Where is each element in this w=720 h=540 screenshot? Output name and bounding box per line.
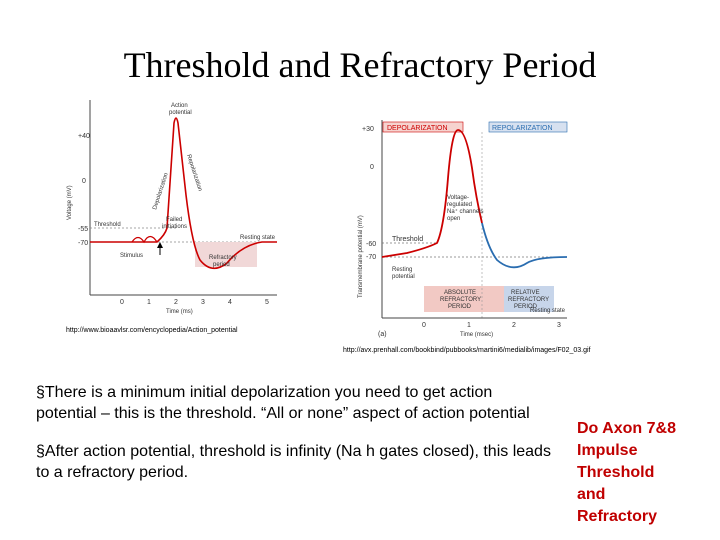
- right-x-tick: 3: [557, 322, 561, 329]
- right-resting-label: potential: [392, 274, 415, 280]
- left-x-tick: 2: [174, 299, 178, 306]
- right-x-tick: 1: [467, 322, 471, 329]
- left-x-tick: 0: [120, 299, 124, 306]
- bullet-item: §After action potential, threshold is in…: [36, 443, 551, 481]
- side-note: Do Axon 7&8 Impulse Threshold and Refrac…: [577, 418, 707, 528]
- left-source-url: http://www.bioaavlsr.com/encyclopedia/Ac…: [66, 327, 238, 334]
- left-x-tick: 3: [201, 299, 205, 306]
- side-note-line: Impulse: [577, 442, 638, 459]
- right-y-tick: +30: [362, 126, 374, 133]
- right-y-tick: -70: [366, 254, 376, 261]
- left-resting-state-label: Resting state: [240, 235, 276, 241]
- left-y-tick: -70: [78, 240, 88, 247]
- right-repolarization-label: REPOLARIZATION: [492, 125, 553, 132]
- left-action-potential-figure: Voltage (mV) +40 0 -55 -70 0 1 2 3 4 5 T…: [67, 100, 277, 315]
- bullet-list: §There is a minimum initial depolarizati…: [36, 382, 556, 500]
- right-absolute-label: REFRACTORY: [440, 297, 481, 303]
- side-note-line: and: [577, 486, 606, 503]
- right-repolarization-curve: [481, 222, 568, 269]
- right-transmembrane-figure: Transmembrane potential (mV) +30 0 -60 -…: [358, 120, 568, 338]
- right-resting-label: Resting: [392, 267, 412, 273]
- left-x-tick: 5: [265, 299, 269, 306]
- right-voltage-gated-label: regulated: [447, 202, 472, 208]
- right-depolarization-curve: [381, 129, 483, 258]
- left-action-potential-label: Action: [171, 103, 188, 109]
- left-x-axis-label: Time (ms): [166, 309, 193, 315]
- right-x-axis-label: Time (msec): [460, 332, 493, 338]
- right-relative-label: PERIOD: [514, 304, 538, 310]
- right-voltage-gated-label: Voltage-: [447, 195, 469, 201]
- right-x-tick: 2: [512, 322, 516, 329]
- right-relative-label: REFRACTORY: [508, 297, 549, 303]
- left-x-tick: 1: [147, 299, 151, 306]
- right-voltage-gated-label: open: [447, 216, 460, 222]
- right-source-url: http://avx.prenhall.com/bookbind/pubbook…: [343, 347, 591, 354]
- left-stimulus-label: Stimulus: [120, 253, 143, 259]
- left-y-axis-label: Voltage (mV): [67, 185, 73, 220]
- left-failed-label: Failed: [166, 217, 182, 223]
- right-voltage-gated-label: Na⁺ channels: [447, 208, 484, 215]
- page-title: Threshold and Refractory Period: [123, 45, 597, 85]
- left-x-tick: 4: [228, 299, 232, 306]
- bullet-item: §There is a minimum initial depolarizati…: [36, 384, 530, 422]
- right-relative-label: RELATIVE: [511, 290, 540, 296]
- left-action-potential-label: potential: [169, 110, 192, 116]
- left-y-tick: +40: [78, 133, 90, 140]
- right-y-tick: 0: [370, 164, 374, 171]
- left-action-potential-curve: [90, 117, 277, 270]
- left-refractory-label: period: [213, 262, 230, 268]
- side-note-line: Threshold: [577, 464, 655, 481]
- left-repolarization-label: Repolarization: [185, 154, 203, 192]
- right-threshold-label: Threshold: [392, 236, 423, 243]
- right-y-tick: -60: [366, 241, 376, 248]
- side-note-line: Do Axon 7&8: [577, 420, 676, 437]
- left-failed-initiation-curve: [131, 235, 158, 244]
- right-repolarization-box: [488, 121, 568, 133]
- left-y-tick: 0: [82, 178, 86, 185]
- right-y-axis-label: Transmembrane potential (mV): [358, 215, 364, 298]
- right-panel-label: (a): [378, 331, 387, 338]
- right-absolute-label: ABSOLUTE: [444, 290, 476, 296]
- right-absolute-label: PERIOD: [448, 304, 472, 310]
- right-absolute-refractory-box: [424, 286, 504, 312]
- left-stimulus-arrowhead: [157, 242, 163, 248]
- left-failed-label: initiations: [162, 224, 187, 230]
- left-y-tick: -55: [78, 226, 88, 233]
- right-x-tick: 0: [422, 322, 426, 329]
- left-threshold-label: Threshold: [94, 222, 121, 228]
- right-resting-state-label: Resting state: [530, 308, 566, 314]
- side-note-line: Refractory: [577, 508, 658, 525]
- right-relative-refractory-box: [504, 286, 554, 312]
- right-depolarization-box: [382, 121, 464, 133]
- left-refractory-label: Refractory: [209, 255, 237, 261]
- left-depolarization-label: Depolarization: [152, 172, 170, 210]
- right-depolarization-label: DEPOLARIZATION: [387, 125, 448, 132]
